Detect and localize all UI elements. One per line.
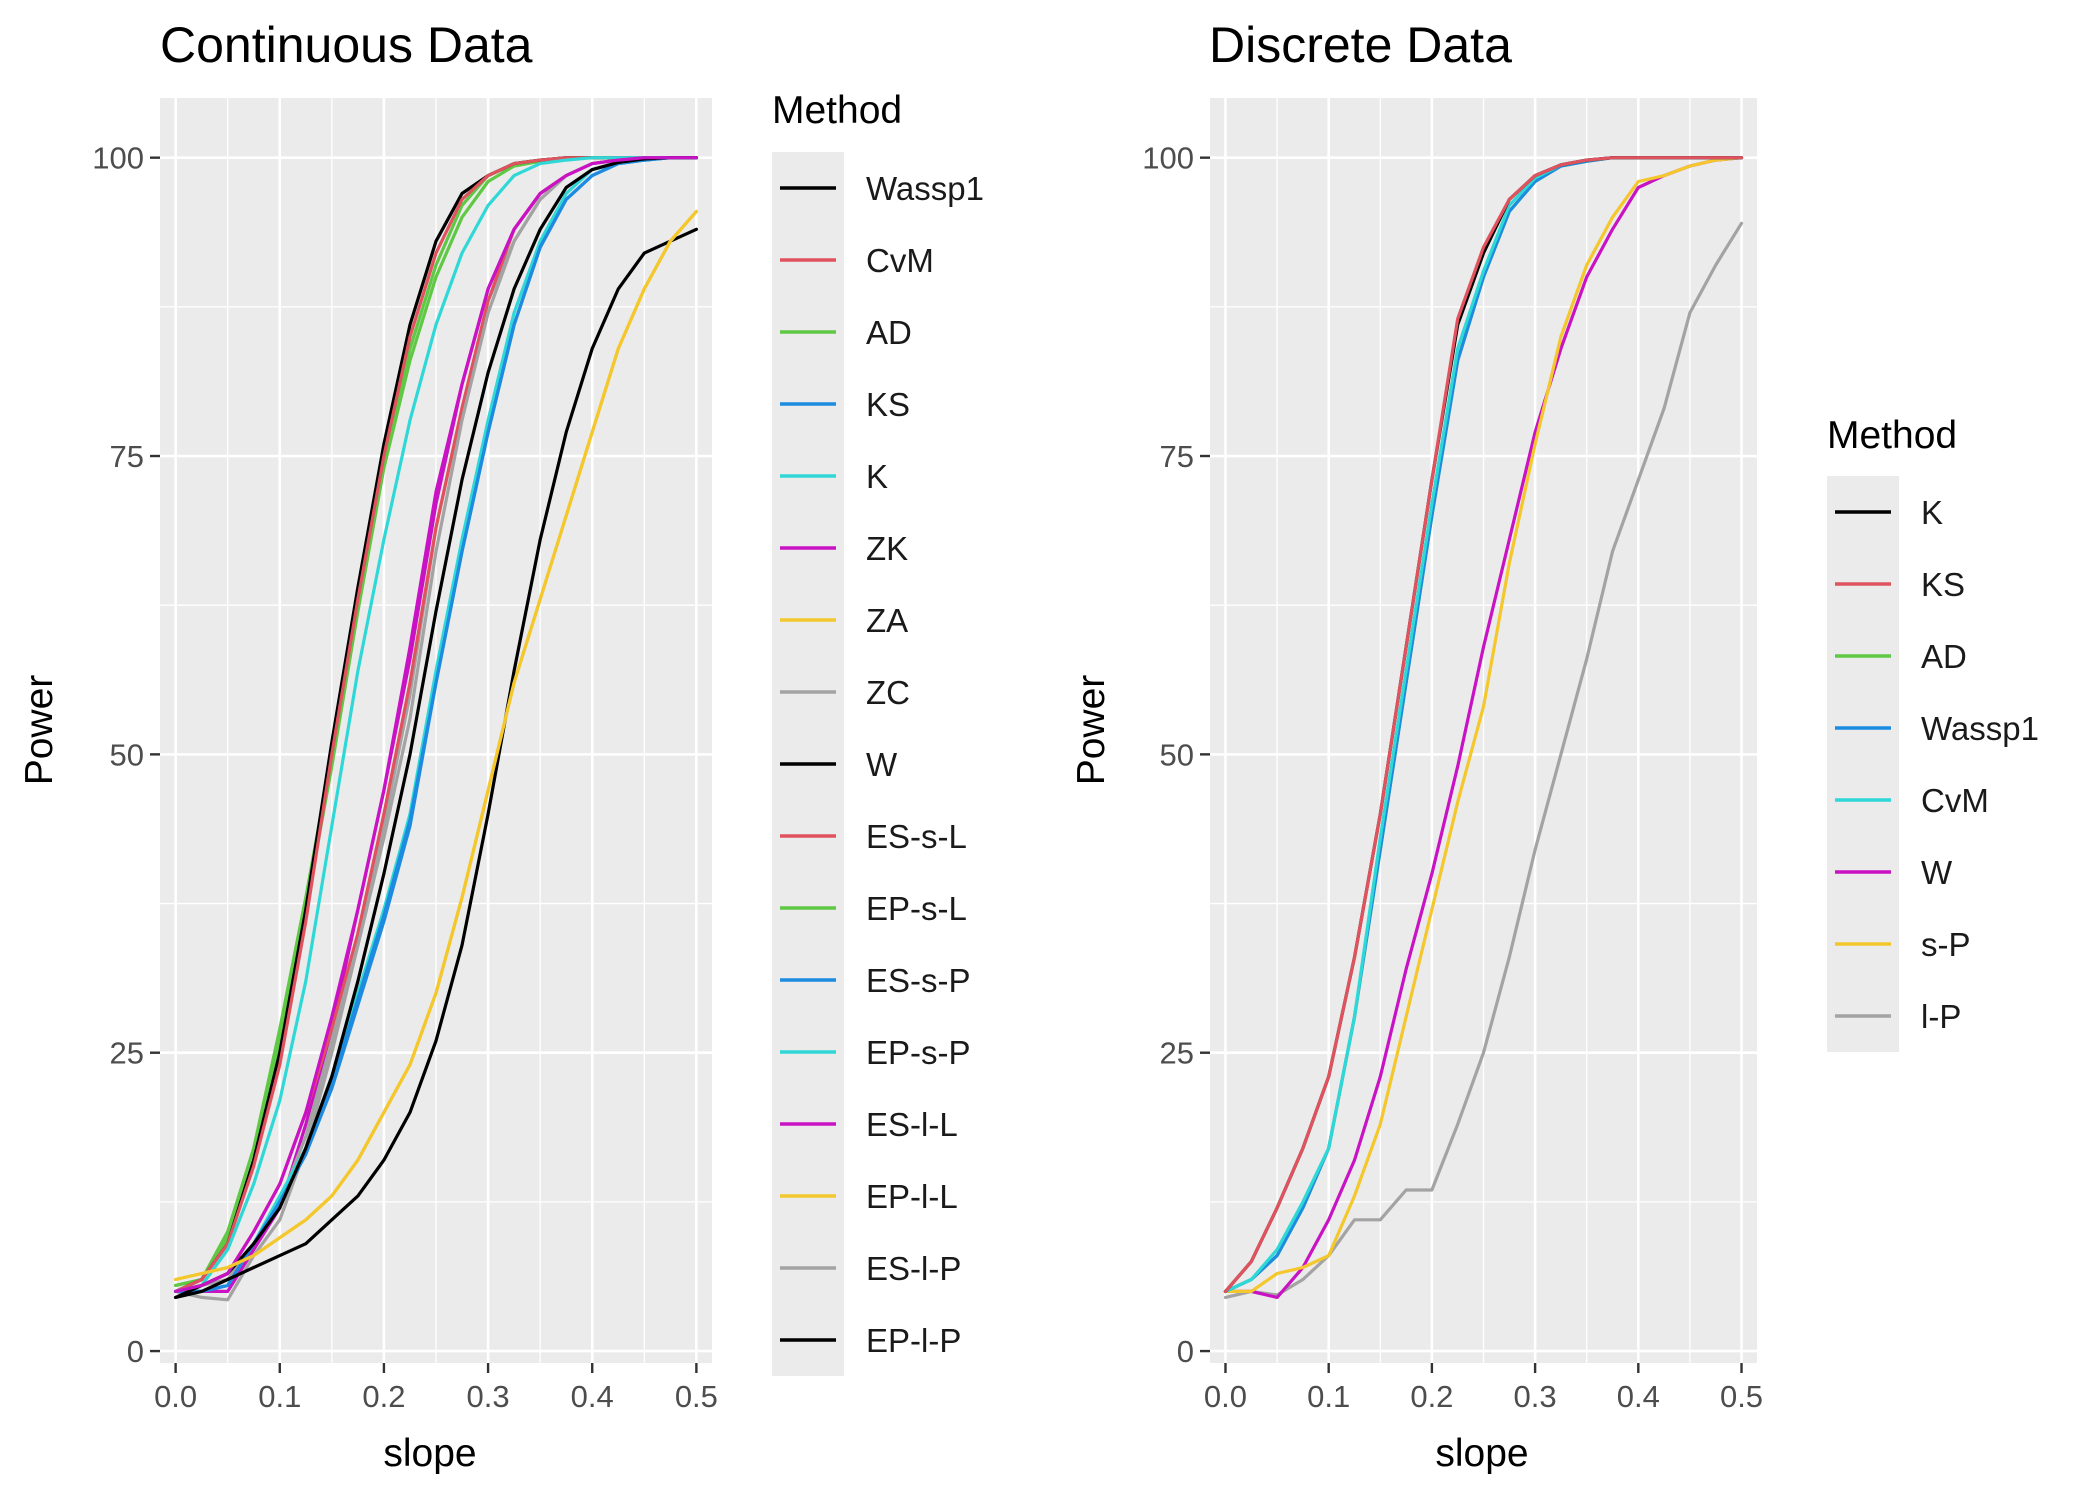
- discrete-y-axis-title: Power: [1070, 675, 1113, 786]
- discrete-series-line-ks: [1223, 156, 1744, 1294]
- continuous-legend-label-ep-s-l: EP-s-L: [866, 890, 967, 927]
- discrete-x-tick-label: 0.1: [1307, 1379, 1350, 1414]
- continuous-legend-label-ep-s-p: EP-s-P: [866, 1034, 971, 1071]
- discrete-legend-title: Method: [1827, 414, 1957, 457]
- continuous-x-tick-label: 0.5: [675, 1379, 718, 1414]
- discrete-y-tick-label: 25: [1160, 1036, 1194, 1071]
- continuous-legend-label-ep-l-l: EP-l-L: [866, 1178, 958, 1215]
- continuous-legend-label-cvm: CvM: [866, 242, 934, 279]
- discrete-legend: Method K KS AD Wassp1 CvM Ws-P l-P: [1827, 414, 2039, 1052]
- continuous-series-group: [174, 156, 699, 1302]
- discrete-chart-title: Discrete Data: [1209, 17, 1512, 73]
- continuous-y-tick-label: 100: [92, 141, 144, 176]
- continuous-series-line-zk: [174, 156, 699, 1294]
- continuous-chart-title: Continuous Data: [160, 17, 533, 73]
- continuous-legend-label-za: ZA: [866, 602, 908, 639]
- discrete-legend-label-w: W: [1921, 854, 1953, 891]
- discrete-legend-label-wassp1: Wassp1: [1921, 710, 2039, 747]
- continuous-legend-label-ks: KS: [866, 386, 910, 423]
- continuous-legend-label-wassp1: Wassp1: [866, 170, 984, 207]
- continuous-legend-label-es-l-p: ES-l-P: [866, 1250, 961, 1287]
- discrete-x-axis-title: slope: [1435, 1432, 1528, 1475]
- continuous-legend-label-ep-l-p: EP-l-P: [866, 1322, 961, 1359]
- continuous-legend-label-zc: ZC: [866, 674, 910, 711]
- discrete-legend-label-ad: AD: [1921, 638, 1967, 675]
- discrete-legend-label-cvm: CvM: [1921, 782, 1989, 819]
- discrete-y-tick-label: 75: [1160, 439, 1194, 474]
- discrete-y-tick-label: 50: [1160, 737, 1194, 772]
- discrete-legend-label-l-p: l-P: [1921, 998, 1961, 1035]
- continuous-legend-title: Method: [772, 89, 902, 132]
- continuous-y-tick-label: 25: [110, 1036, 144, 1071]
- continuous-legend-label-es-s-l: ES-s-L: [866, 818, 967, 855]
- continuous-x-tick-label: 0.0: [154, 1379, 197, 1414]
- discrete-series-line-w: [1223, 156, 1744, 1300]
- continuous-legend-label-es-s-p: ES-s-P: [866, 962, 971, 999]
- continuous-series-line-ep-l-p: [174, 227, 699, 1300]
- discrete-chart: Discrete Data slope Power 0.0 0.1 0.2 0.3 0.…: [1070, 17, 1763, 1475]
- discrete-y-tick-label: 0: [1177, 1334, 1194, 1369]
- continuous-x-tick-label: 0.2: [362, 1379, 405, 1414]
- discrete-x-tick-label: 0.3: [1514, 1379, 1557, 1414]
- continuous-x-tick-label: 0.4: [571, 1379, 614, 1414]
- discrete-legend-label-ks: KS: [1921, 566, 1965, 603]
- continuous-legend-label-es-l-l: ES-l-L: [866, 1106, 958, 1143]
- continuous-legend-label-zk: ZK: [866, 530, 908, 567]
- continuous-series-line-w: [174, 156, 699, 1300]
- continuous-x-tick-label: 0.3: [467, 1379, 510, 1414]
- discrete-x-tick-label: 0.2: [1410, 1379, 1453, 1414]
- discrete-x-tick-label: 0.5: [1720, 1379, 1763, 1414]
- discrete-series-line-l-p: [1223, 221, 1744, 1300]
- continuous-legend: Method Wassp1 CvM AD KS K ZK ZA ZC W ES-s-L EP-s-L…: [772, 89, 984, 1376]
- discrete-legend-label-k: K: [1921, 494, 1943, 531]
- continuous-y-tick-label: 75: [110, 439, 144, 474]
- continuous-x-axis-title: slope: [383, 1432, 476, 1475]
- continuous-y-tick-label: 50: [110, 737, 144, 772]
- discrete-y-tick-label: 100: [1142, 141, 1194, 176]
- continuous-series-line-k: [174, 156, 699, 1294]
- continuous-y-axis-title: Power: [18, 675, 61, 786]
- discrete-legend-key-background: [1827, 476, 1899, 1052]
- continuous-x-tick-label: 0.1: [258, 1379, 301, 1414]
- discrete-series-group: [1223, 156, 1744, 1300]
- continuous-series-line-za: [174, 209, 699, 1282]
- continuous-legend-label-k: K: [866, 458, 888, 495]
- continuous-legend-label-ad: AD: [866, 314, 912, 351]
- discrete-x-tick-label: 0.4: [1617, 1379, 1660, 1414]
- discrete-x-tick-label: 0.0: [1204, 1379, 1247, 1414]
- discrete-series-line-s-p: [1223, 156, 1744, 1294]
- continuous-chart: Continuous Data slope Power 0.0 0.1 0.2 0.3…: [18, 17, 718, 1475]
- continuous-legend-label-w: W: [866, 746, 898, 783]
- continuous-y-tick-label: 0: [127, 1334, 144, 1369]
- discrete-legend-label-s-p: s-P: [1921, 926, 1971, 963]
